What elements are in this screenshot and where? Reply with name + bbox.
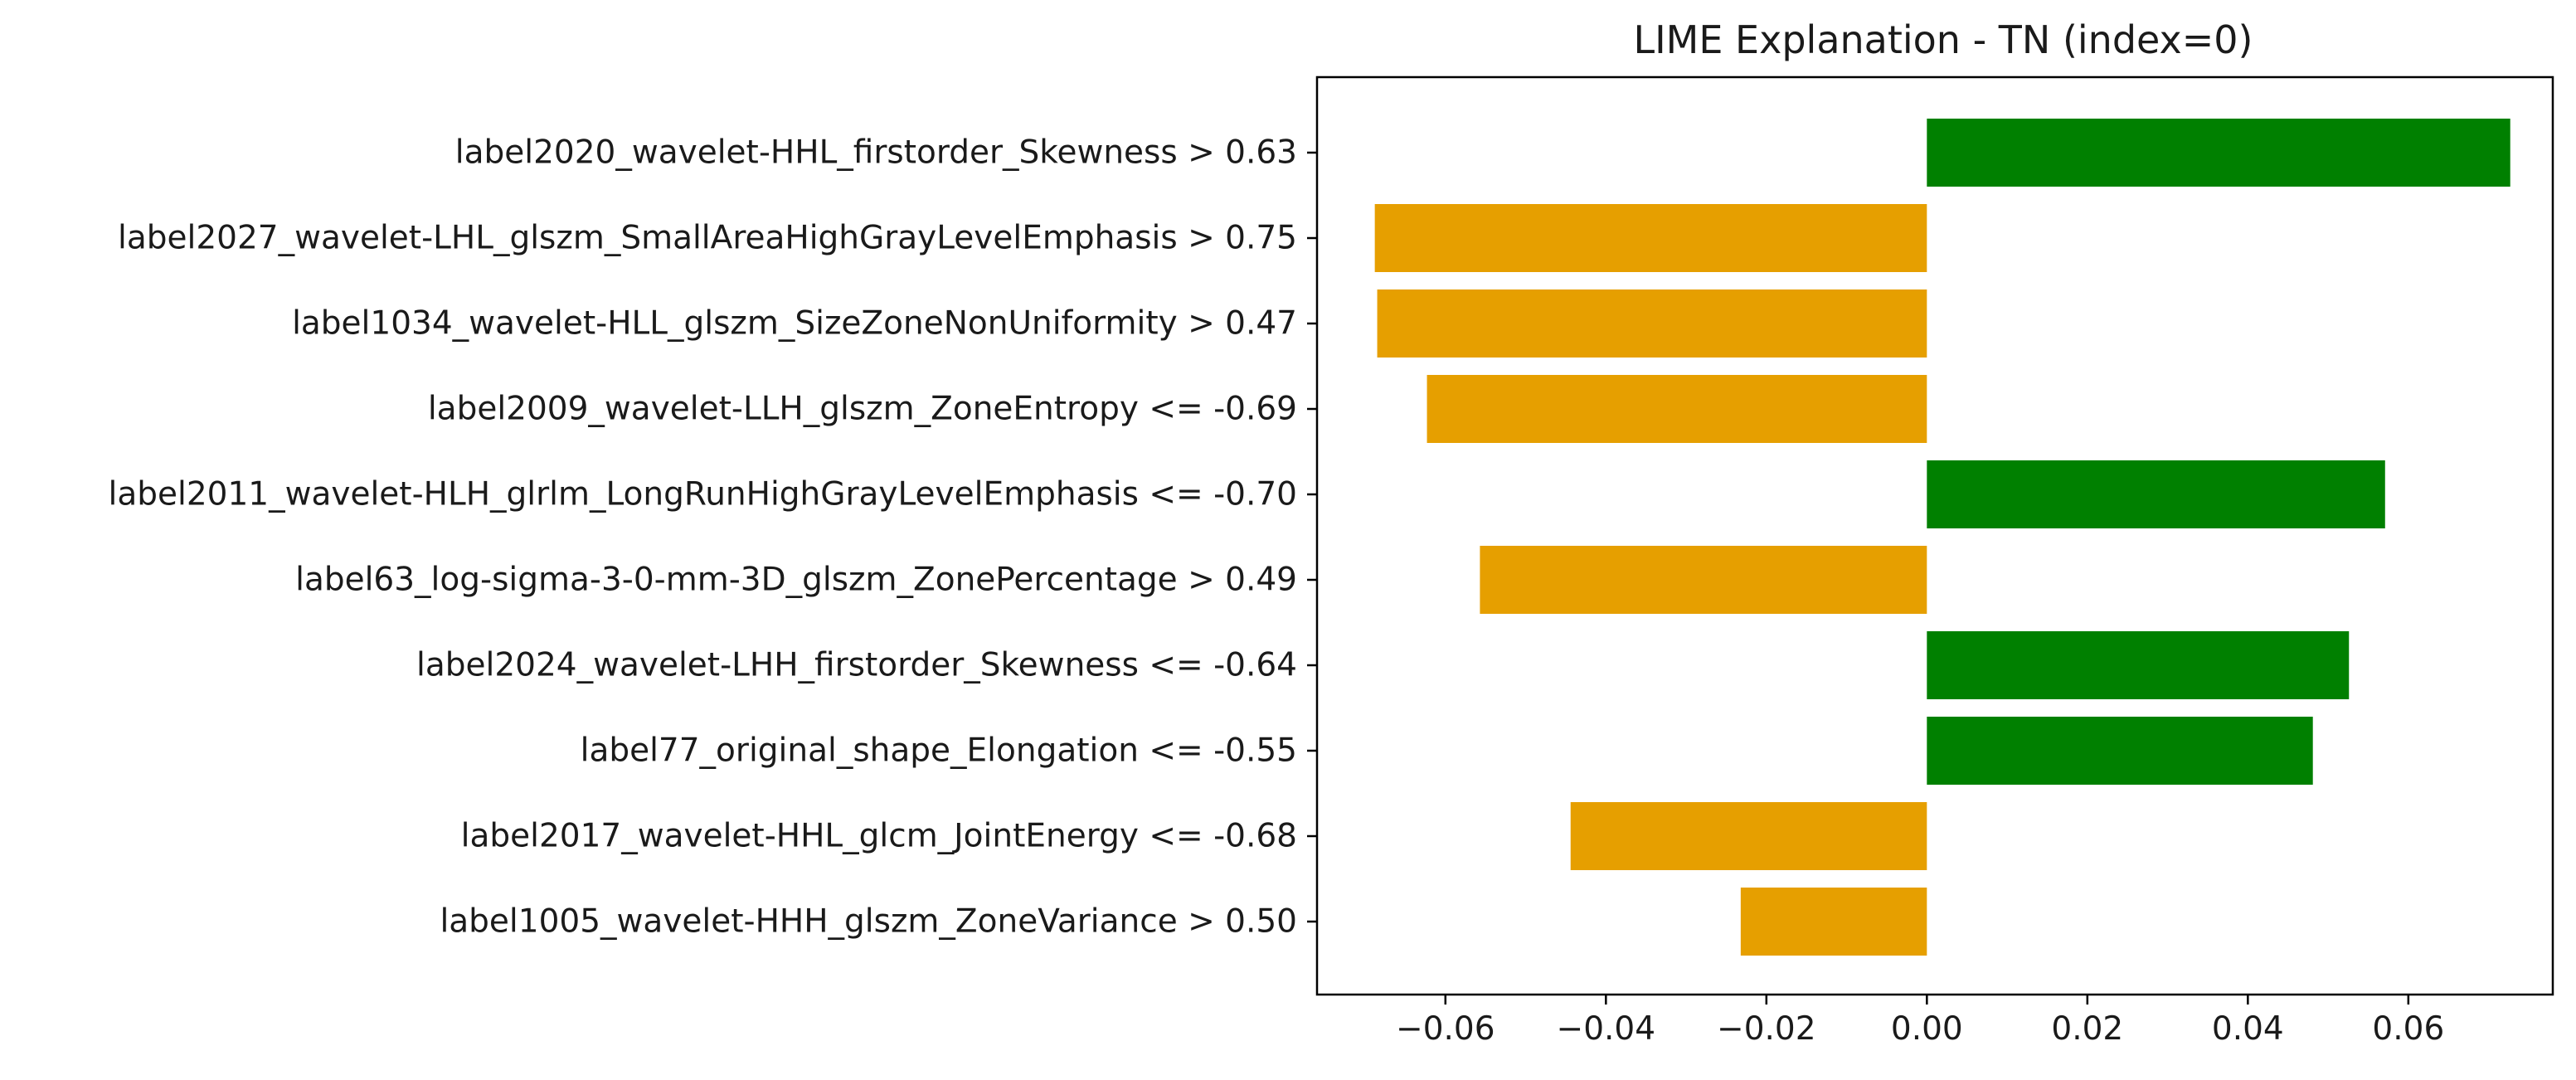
bar-2 [1374,204,1927,272]
plot-frame [1315,75,2554,996]
bar-10 [1740,888,1927,956]
bar-4 [1427,375,1927,443]
category-label: label77_original_shape_Elongation <= -0.… [581,732,1297,770]
bar-1 [1927,119,2510,187]
x-tick-label: −0.02 [1717,1010,1816,1048]
category-label: label2017_wavelet-HHL_glcm_JointEnergy <… [461,818,1297,855]
bar-7 [1927,631,2350,699]
x-tick-label: 0.02 [2051,1010,2123,1048]
bar-3 [1377,289,1927,358]
category-label: label2024_wavelet-LHH_firstorder_Skewnes… [416,647,1297,684]
category-label: label1034_wavelet-HLL_glszm_SizeZoneNonU… [292,305,1297,343]
bar-8 [1927,717,2313,785]
category-label: label2020_wavelet-HHL_firstorder_Skewnes… [455,134,1297,172]
bar-6 [1480,546,1927,614]
category-labels: label2020_wavelet-HHL_firstorder_Skewnes… [109,134,1317,941]
x-tick-label: −0.04 [1557,1010,1656,1048]
x-tick-label: 0.00 [1891,1010,1963,1048]
bar-5 [1927,460,2385,528]
x-tick-label: −0.06 [1396,1010,1495,1048]
bar-9 [1570,802,1927,870]
category-label: label2027_wavelet-LHL_glszm_SmallAreaHig… [118,220,1297,257]
x-axis-ticks: −0.06 −0.04 −0.02 0.00 0.02 0.04 0.06 [1396,995,2444,1048]
category-label: label2011_wavelet-HLH_glrlm_LongRunHighG… [109,476,1297,513]
category-label: label1005_wavelet-HHH_glszm_ZoneVariance… [440,903,1297,941]
x-tick-label: 0.04 [2212,1010,2284,1048]
category-label: label2009_wavelet-LLH_glszm_ZoneEntropy … [428,391,1297,428]
x-tick-label: 0.06 [2372,1010,2444,1048]
category-label: label63_log-sigma-3-0-mm-3D_glszm_ZonePe… [295,562,1297,599]
bars-group [1374,119,2510,956]
chart-title: LIME Explanation - TN (index=0) [1633,17,2253,62]
